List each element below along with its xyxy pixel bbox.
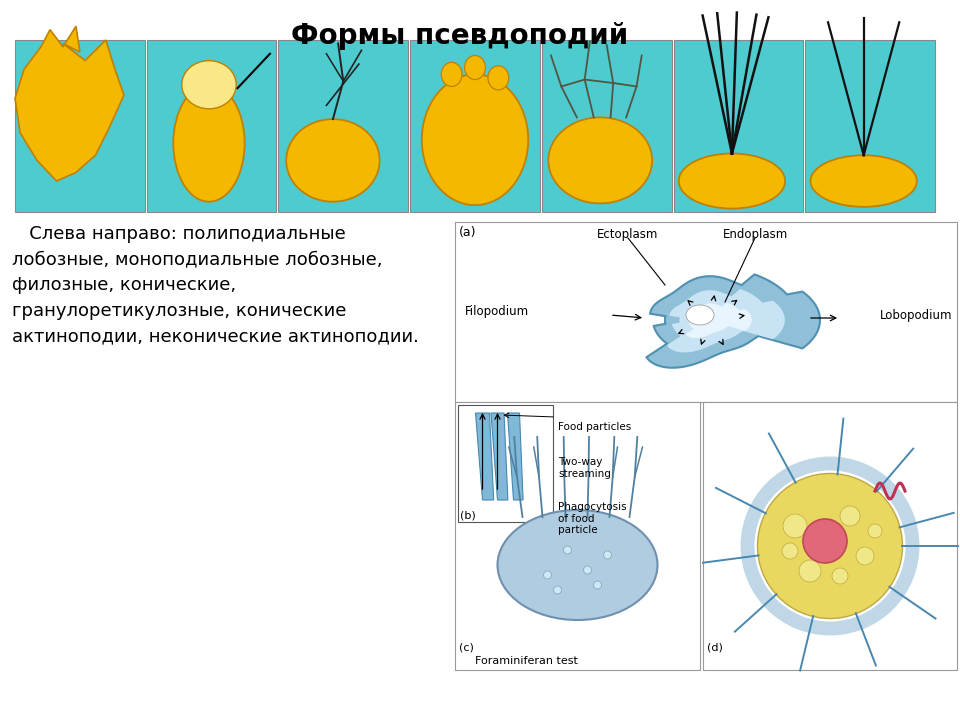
Bar xyxy=(455,222,957,402)
Ellipse shape xyxy=(548,117,652,204)
Bar xyxy=(15,40,145,212)
Ellipse shape xyxy=(286,119,379,202)
Ellipse shape xyxy=(465,55,486,79)
Text: Filopodium: Filopodium xyxy=(465,305,529,318)
Bar xyxy=(674,40,804,212)
Ellipse shape xyxy=(442,63,462,86)
Ellipse shape xyxy=(679,153,785,209)
Text: Food particles: Food particles xyxy=(558,422,632,432)
Polygon shape xyxy=(475,413,493,500)
Bar xyxy=(458,405,553,522)
Bar xyxy=(703,402,957,670)
Circle shape xyxy=(832,568,848,584)
Text: (d): (d) xyxy=(707,642,723,652)
Circle shape xyxy=(543,571,551,579)
Circle shape xyxy=(593,581,602,589)
Circle shape xyxy=(604,551,612,559)
Ellipse shape xyxy=(757,474,902,618)
Text: Phagocytosis
of food
particle: Phagocytosis of food particle xyxy=(558,502,627,535)
Ellipse shape xyxy=(803,519,847,563)
Circle shape xyxy=(856,547,874,565)
Bar xyxy=(410,40,540,212)
Ellipse shape xyxy=(174,85,245,202)
Polygon shape xyxy=(15,26,124,181)
Circle shape xyxy=(554,586,562,594)
Text: Endoplasm: Endoplasm xyxy=(722,228,787,241)
Text: Foraminiferan test: Foraminiferan test xyxy=(475,656,578,666)
Bar xyxy=(805,40,935,212)
Circle shape xyxy=(840,506,860,526)
Bar xyxy=(541,40,672,212)
Ellipse shape xyxy=(421,74,528,205)
Circle shape xyxy=(799,560,821,582)
Polygon shape xyxy=(685,302,752,338)
Circle shape xyxy=(783,514,807,538)
Text: Слева направо: полиподиальные
лобозные, моноподиальные лобозные,
филозные, конич: Слева направо: полиподиальные лобозные, … xyxy=(12,225,419,346)
Bar xyxy=(147,40,276,212)
Text: Формы псевдоподий: Формы псевдоподий xyxy=(292,22,629,50)
Ellipse shape xyxy=(181,60,236,109)
Polygon shape xyxy=(667,289,784,353)
Ellipse shape xyxy=(497,510,658,620)
Polygon shape xyxy=(646,274,820,368)
Ellipse shape xyxy=(488,66,509,90)
Text: Lobopodium: Lobopodium xyxy=(879,308,952,322)
Circle shape xyxy=(823,519,837,533)
Text: (c): (c) xyxy=(459,642,474,652)
Text: Two-way
streaming: Two-way streaming xyxy=(558,457,611,479)
Bar xyxy=(278,40,408,212)
Ellipse shape xyxy=(686,305,714,325)
Bar xyxy=(455,402,700,670)
Circle shape xyxy=(868,524,882,538)
Circle shape xyxy=(782,543,798,559)
Text: (a): (a) xyxy=(459,226,476,239)
Ellipse shape xyxy=(810,156,917,207)
Text: (b): (b) xyxy=(460,510,476,520)
Polygon shape xyxy=(508,413,523,500)
Circle shape xyxy=(564,546,571,554)
Polygon shape xyxy=(491,413,508,500)
Circle shape xyxy=(584,566,591,574)
Text: Ectoplasm: Ectoplasm xyxy=(597,228,659,241)
